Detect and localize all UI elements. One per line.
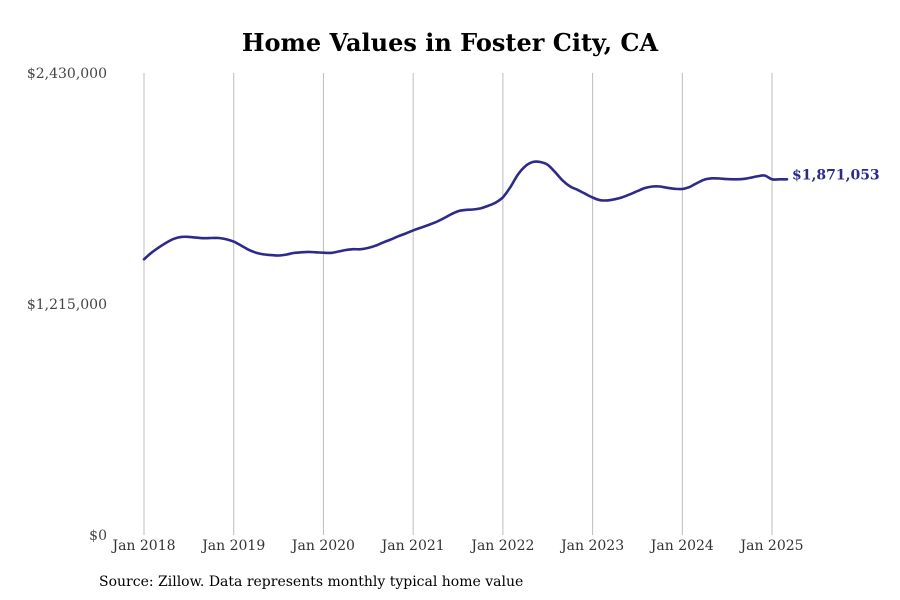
x-tick-label: Jan 2023 [559, 538, 624, 554]
x-tick-label: Jan 2019 [200, 538, 265, 554]
x-tick-label: Jan 2024 [649, 538, 714, 554]
y-tick-label: $0 [89, 528, 107, 544]
end-value-label: $1,871,053 [792, 167, 880, 183]
vertical-gridlines [143, 73, 773, 535]
x-tick-label: Jan 2018 [110, 538, 175, 554]
chart-title: Home Values in Foster City, CA [241, 28, 659, 57]
x-tick-label: Jan 2021 [380, 538, 445, 554]
x-axis-ticks: Jan 2018 Jan 2019 Jan 2020 Jan 2021 Jan 2022… [110, 538, 803, 554]
x-tick-label: Jan 2020 [290, 538, 355, 554]
series-line [142, 160, 789, 261]
x-tick-label: Jan 2022 [469, 538, 534, 554]
x-tick-label: Jan 2025 [739, 538, 804, 554]
y-tick-label: $1,215,000 [27, 297, 107, 313]
y-tick-label: $2,430,000 [27, 66, 107, 82]
y-axis-ticks: $0 $1,215,000 $2,430,000 [27, 66, 107, 544]
series-layer: $1,871,053 [142, 160, 880, 261]
source-note: Source: Zillow. Data represents monthly … [99, 574, 524, 590]
